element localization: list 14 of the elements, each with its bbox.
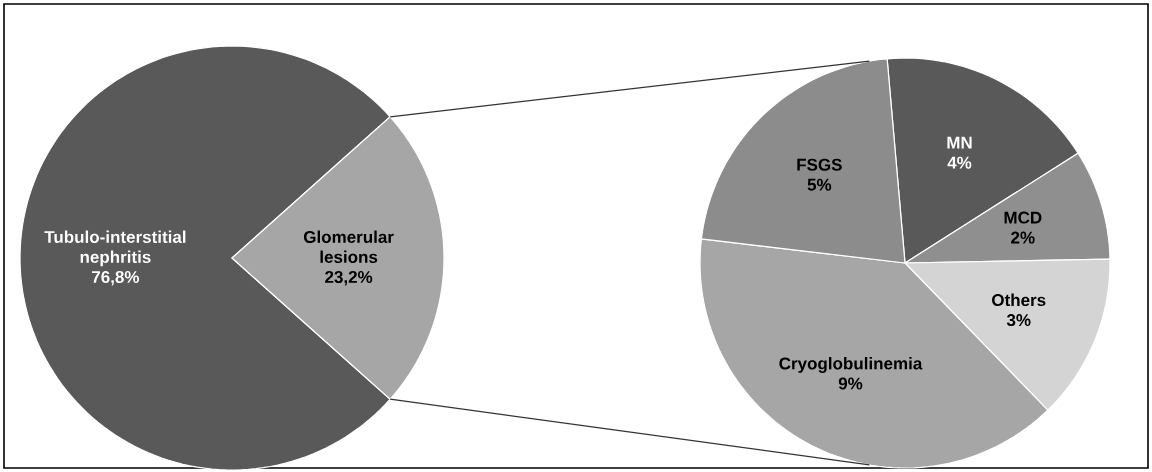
slice-label: FSGS [797, 158, 842, 171]
data-label: 2% [1011, 231, 1035, 244]
data-label: 76,8% [92, 270, 140, 286]
slice-label: MCD [1004, 211, 1042, 224]
data-label: 4% [947, 156, 972, 169]
slice-label: Glomerular lesions [303, 230, 394, 264]
data-label: 23,2% [325, 270, 373, 286]
slice-label: MN [947, 136, 972, 149]
slice-label: Cryoglobulinemia [779, 357, 923, 373]
data-label: 9% [838, 377, 863, 390]
slice-label: Others [992, 293, 1046, 307]
data-label: 3% [1006, 314, 1031, 327]
data-label: 5% [807, 178, 832, 191]
slice-label: Tubulo-interstitial nephritis [44, 230, 186, 267]
